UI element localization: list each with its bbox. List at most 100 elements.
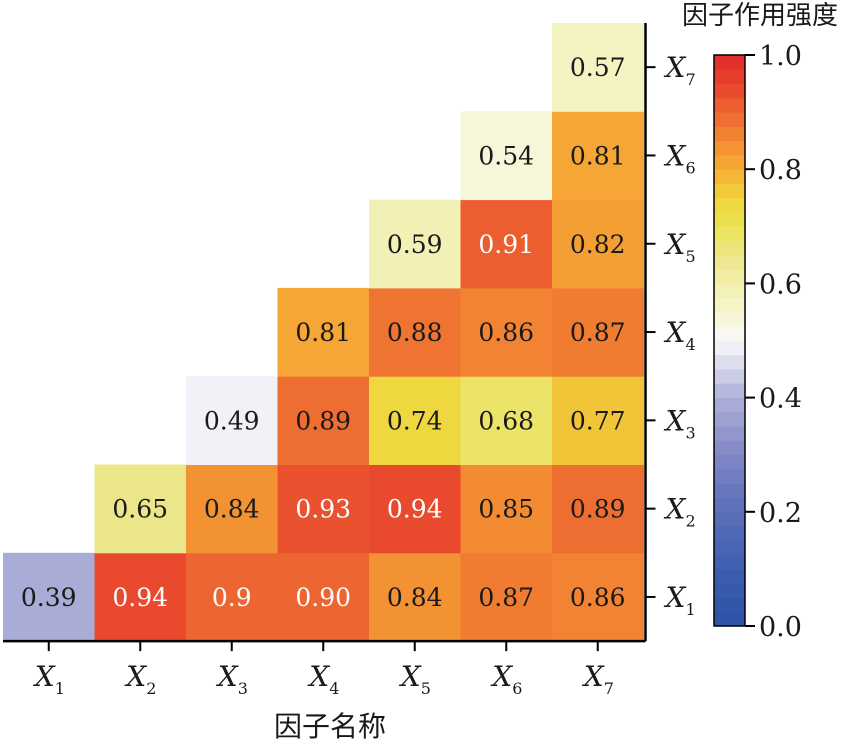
heatmap-cell	[186, 552, 278, 642]
cell-value-label: 0.84	[204, 495, 260, 524]
cell-value-label: 0.87	[478, 583, 534, 612]
heatmap-cell	[186, 376, 278, 465]
cell-value-label: 0.94	[112, 583, 168, 612]
cell-value-label: 0.85	[478, 495, 534, 524]
x-tick-label: X4	[307, 660, 339, 698]
cell-value-label: 0.82	[570, 230, 626, 259]
colorbar-segment	[714, 254, 745, 270]
colorbar-tick-label: 0.6	[759, 269, 802, 300]
heatmap-cell	[552, 23, 644, 112]
x-tick-label: X3	[216, 660, 248, 698]
colorbar-segment	[714, 540, 745, 556]
colorbar-segment	[714, 583, 745, 598]
colorbar-tick-label: 0.4	[759, 384, 802, 415]
colorbar-segment	[714, 112, 745, 127]
cell-value-label: 0.39	[21, 583, 77, 612]
colorbar-tick-label: 0.8	[759, 155, 802, 186]
colorbar-segment	[714, 440, 745, 456]
colorbar-segment	[714, 383, 745, 398]
colorbar-segment	[714, 611, 745, 627]
x-tick-label: X2	[124, 660, 156, 698]
heatmap-cell	[94, 552, 187, 642]
cell-value-label: 0.57	[570, 53, 626, 82]
colorbar-segment	[714, 169, 745, 184]
cell-value-label: 0.9	[212, 583, 252, 612]
heatmap-cell	[460, 111, 553, 201]
heatmap-cell	[94, 464, 187, 554]
colorbar-segment	[714, 568, 745, 584]
colorbar-segment	[714, 597, 745, 613]
heatmap-cell	[460, 376, 553, 465]
colorbar-segment	[714, 240, 745, 256]
heatmap-cell	[277, 552, 370, 642]
heatmap-cell	[552, 552, 644, 642]
colorbar-segment	[714, 197, 745, 213]
colorbar-segment	[714, 426, 745, 441]
colorbar-segment	[714, 140, 745, 156]
heatmap-cell	[277, 376, 370, 465]
colorbar-segment	[714, 411, 745, 427]
cell-value-label: 0.68	[478, 406, 534, 435]
colorbar-segment	[714, 226, 745, 241]
heatmap-cell	[369, 376, 461, 465]
colorbar-segment	[714, 154, 745, 170]
heatmap-cell	[369, 464, 461, 554]
y-tick-label: X3	[664, 404, 696, 442]
cell-value-label: 0.86	[570, 583, 626, 612]
heatmap-cell	[552, 199, 644, 289]
y-tick-label: X6	[664, 139, 696, 177]
cell-value-label: 0.88	[387, 318, 443, 347]
colorbar-segment	[714, 468, 745, 484]
y-tick-label: X7	[664, 51, 696, 89]
y-tick-label: X2	[664, 493, 696, 531]
cell-value-label: 0.65	[112, 495, 168, 524]
colorbar-segment	[714, 126, 745, 142]
colorbar: 0.0 0.2 0.4 0.6 0.8 1.0	[713, 41, 802, 643]
cell-value-label: 0.89	[570, 495, 626, 524]
heatmap-cell	[369, 199, 461, 289]
cell-value-label: 0.91	[478, 230, 534, 259]
cell-value-label: 0.81	[570, 141, 626, 170]
heatmap-cell	[369, 552, 461, 642]
x-tick-label: X5	[399, 660, 431, 698]
cell-value-label: 0.87	[570, 318, 626, 347]
x-tick-label: X6	[490, 660, 522, 698]
heatmap-cells: 0.39 0.94 0.9 0.90 0.84 0.87 0.86 0.65 0.84 0.93 0…	[3, 23, 644, 642]
colorbar-segment	[714, 483, 745, 498]
colorbar-segment	[714, 311, 745, 327]
colorbar-tick-label: 1.0	[759, 41, 802, 72]
cell-value-label: 0.54	[478, 141, 534, 170]
heatmap-cell	[369, 287, 461, 377]
colorbar-segment	[714, 526, 745, 541]
colorbar-label: 因子作用强度	[682, 1, 838, 31]
heatmap-cell	[552, 111, 644, 201]
colorbar-frame	[713, 54, 746, 627]
cell-value-label: 0.74	[387, 406, 443, 435]
cell-value-label: 0.89	[295, 406, 351, 435]
colorbar-segment	[714, 297, 745, 313]
colorbar-segment	[714, 369, 745, 384]
heatmap-cell	[552, 376, 644, 465]
cell-value-label: 0.81	[295, 318, 351, 347]
y-tick-label: X5	[664, 228, 696, 266]
colorbar-segment	[714, 354, 745, 370]
heatmap-cell	[186, 464, 278, 554]
x-axis-label: 因子名称	[274, 710, 386, 743]
cell-value-label: 0.93	[295, 495, 351, 524]
heatmap-cell	[460, 464, 553, 554]
colorbar-segment	[714, 326, 745, 341]
heatmap-cell	[552, 287, 644, 377]
heatmap-cell	[3, 552, 95, 642]
colorbar-tick-label: 0.0	[759, 612, 802, 643]
colorbar-segment	[714, 83, 745, 99]
colorbar-segment	[714, 183, 745, 199]
heatmap-axes: X1 X2 X3 X4 X5 X6 X7 X1 X2 X3 X4 X5 X6 X7	[3, 23, 696, 698]
y-tick-label: X4	[664, 316, 696, 354]
colorbar-segment	[714, 69, 745, 84]
heatmap-cell	[277, 464, 370, 554]
colorbar-segment	[714, 269, 745, 284]
cell-value-label: 0.49	[204, 406, 260, 435]
colorbar-segment	[714, 454, 745, 470]
colorbar-segment	[714, 554, 745, 570]
heatmap-cell	[552, 464, 644, 554]
